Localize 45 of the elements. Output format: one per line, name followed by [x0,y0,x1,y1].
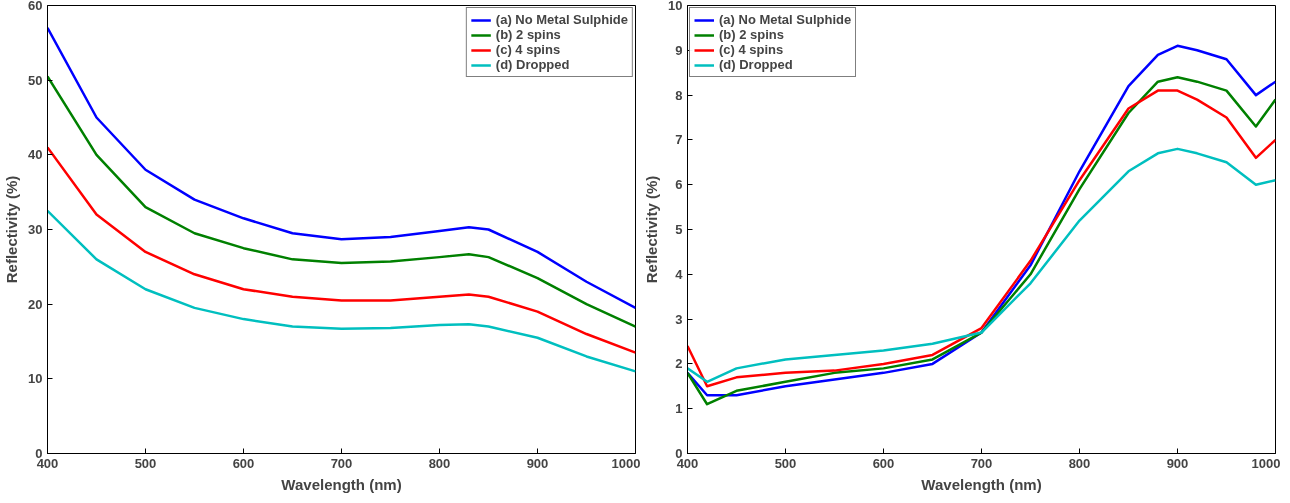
x-tick-label: 1000 [611,455,641,471]
x-tick-label: 500 [774,455,797,471]
x-tick-label: 800 [1068,455,1091,471]
legend-label: (b) 2 spins [495,27,561,42]
legend-label: (d) Dropped [495,57,570,72]
y-tick-label: 30 [28,222,43,237]
y-tick-label: 9 [675,42,683,58]
y-tick-label: 10 [28,371,43,387]
x-tick-label: 800 [428,455,451,471]
x-tick-label: 1000 [1251,455,1281,471]
y-tick-label: 10 [668,0,683,13]
legend-label: (d) Dropped [719,57,793,72]
y-axis-title: Reflectivity (%) [643,175,661,284]
y-axis-title: Reflectivity (%) [3,175,21,284]
legend-label: (c) 4 spins [495,42,561,57]
y-tick-label: 20 [28,296,43,312]
y-tick-label: 8 [675,87,683,103]
y-tick-label: 40 [28,147,43,163]
legend-label: (a) No Metal Sulphide [495,12,628,27]
y-tick-label: 3 [675,311,683,327]
line-series [47,209,636,373]
x-tick-label: 500 [134,455,157,471]
x-tick-label: 600 [232,455,255,471]
line-series [687,147,1276,384]
x-tick-label: 700 [330,455,353,471]
x-tick-label: 900 [526,455,549,471]
x-tick-label: 900 [1166,455,1189,471]
y-tick-label: 6 [675,177,683,193]
y-tick-label: 1 [675,401,683,417]
line-series [47,146,636,354]
line-series [47,26,636,310]
y-tick-label: 2 [675,356,683,372]
legend-label: (a) No Metal Sulphide [719,12,852,27]
x-tick-label: 700 [970,455,993,471]
y-tick-label: 7 [675,132,683,148]
x-axis-title: Wavelength (nm) [281,475,402,493]
x-tick-label: 600 [872,455,895,471]
x-axis-title: Wavelength (nm) [921,475,1042,493]
y-tick-label: 60 [28,0,43,13]
line-series [47,75,636,328]
legend-label: (b) 2 spins [719,27,785,42]
y-tick-label: 5 [675,222,683,237]
legend-label: (c) 4 spins [719,42,784,57]
y-tick-label: 4 [675,266,684,282]
y-tick-label: 50 [28,72,43,88]
